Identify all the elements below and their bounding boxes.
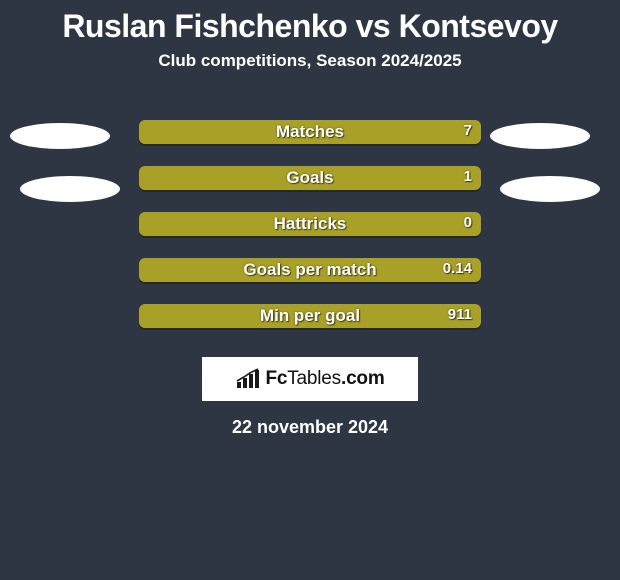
stat-row: Goals per match 0.14 xyxy=(0,247,620,293)
stat-row: Goals 1 xyxy=(0,155,620,201)
stat-label: Hattricks xyxy=(274,214,347,234)
subtitle: Club competitions, Season 2024/2025 xyxy=(0,51,620,71)
logo-box: FcTables.com xyxy=(202,357,418,401)
stat-row: Hattricks 0 xyxy=(0,201,620,247)
stat-label: Goals xyxy=(286,168,333,188)
stat-label: Goals per match xyxy=(243,260,376,280)
stat-row: Matches 7 xyxy=(0,109,620,155)
page-title: Ruslan Fishchenko vs Kontsevoy xyxy=(0,0,620,45)
logo-text: FcTables.com xyxy=(265,368,384,390)
stat-label: Min per goal xyxy=(260,306,360,326)
logo-text-light: Tables xyxy=(287,368,341,389)
date-line: 22 november 2024 xyxy=(0,417,620,438)
stat-value: 7 xyxy=(464,122,472,139)
logo-text-bold: Fc xyxy=(265,368,287,389)
logo: FcTables.com xyxy=(235,368,384,390)
stat-value: 1 xyxy=(464,168,472,185)
stat-value: 0 xyxy=(464,214,472,231)
stat-value: 911 xyxy=(448,306,472,323)
stat-row: Min per goal 911 xyxy=(0,293,620,339)
logo-text-suffix: .com xyxy=(341,368,385,389)
stat-value: 0.14 xyxy=(443,260,472,277)
comparison-chart: Matches 7 Goals 1 Hattricks 0 Goals per … xyxy=(0,109,620,339)
stat-label: Matches xyxy=(276,122,344,142)
logo-chart-icon xyxy=(235,368,261,390)
